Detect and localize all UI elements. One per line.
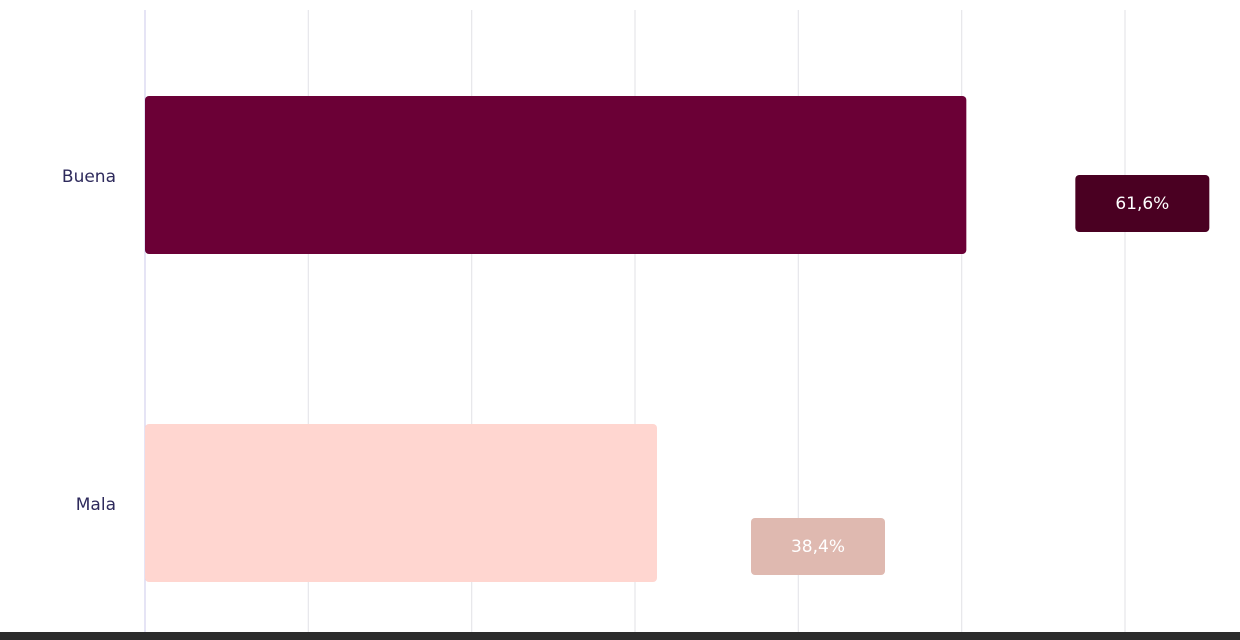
- value-label-box: [1075, 175, 1210, 232]
- bottom-bar: [0, 632, 1240, 640]
- value-label: 38,4%: [791, 537, 845, 557]
- value-label: 61,6%: [1115, 194, 1169, 214]
- bar: [145, 424, 657, 582]
- bar: [145, 96, 967, 254]
- value-label-box: [751, 518, 885, 575]
- category-label: Mala: [76, 495, 116, 515]
- category-label: Buena: [62, 167, 116, 187]
